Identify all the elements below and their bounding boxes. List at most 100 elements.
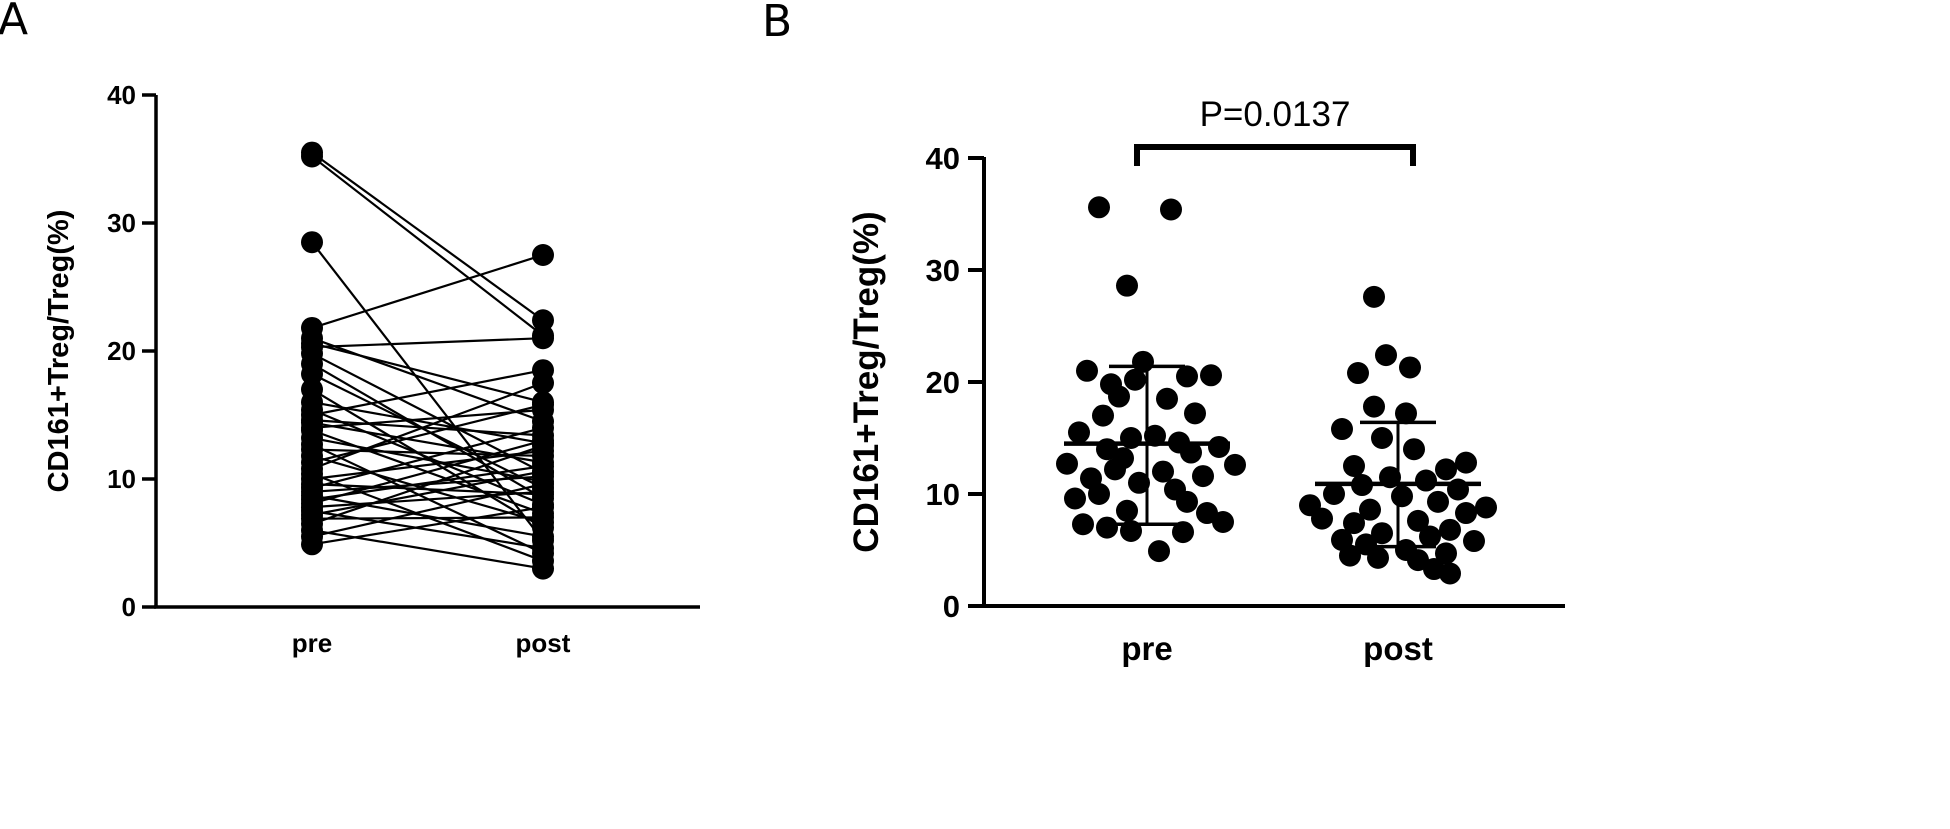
panel-a-point-pre	[301, 533, 323, 556]
panel-b-point-pre	[1124, 368, 1146, 391]
panel-a-pair-line	[311, 506, 544, 546]
panel-a-pair-line	[311, 369, 544, 417]
panel-a-pair-line	[311, 509, 544, 550]
panel-b-point-pre	[1200, 364, 1222, 387]
panel-a-pair-line	[311, 403, 544, 464]
panel-b-point-post	[1439, 562, 1461, 585]
panel-a-pair-line	[311, 408, 544, 429]
panel-a-point-post	[532, 473, 554, 496]
panel-b-point-pre	[1176, 490, 1198, 513]
panel-a-point-pre	[301, 145, 323, 168]
panel-b-point-post	[1419, 525, 1441, 548]
panel-a-y-ticks: 0 10 20 30 40	[107, 80, 156, 622]
panel-b-mean-sd-bars	[1064, 364, 1481, 549]
panel-b-point-post	[1435, 542, 1457, 565]
panel-b-point-post	[1455, 451, 1477, 474]
panel-b-y-tick-label: 20	[926, 365, 960, 400]
panel-a-y-tick-label: 40	[107, 80, 136, 110]
panel-b-point-pre	[1180, 441, 1202, 464]
panel-a-pair-line	[311, 483, 544, 538]
panel-b-point-pre	[1148, 540, 1170, 563]
panel-a-pair-line	[311, 444, 544, 525]
panel-b-point-pre	[1156, 387, 1178, 410]
panel-a-pair-line	[311, 419, 544, 437]
panel-b-point-post	[1343, 455, 1365, 477]
panel-b-point-pre	[1192, 465, 1214, 488]
panel-a-pair-line	[311, 401, 544, 445]
panel-b-point-pre	[1172, 521, 1194, 544]
panel-b-point-post	[1415, 469, 1437, 492]
panel-b-point-pre	[1064, 487, 1086, 510]
panel-b-point-pre	[1104, 458, 1126, 481]
panel-a-point-pre	[301, 363, 323, 386]
panel-a-x-tick-pre: pre	[292, 628, 332, 658]
panel-b-point-post	[1343, 512, 1365, 535]
panel-a-pair-line	[311, 490, 544, 509]
panel-b-point-pre	[1196, 502, 1218, 525]
panel-b-point-post	[1367, 546, 1389, 569]
panel-a-y-tick-label: 0	[122, 592, 136, 622]
panel-a: A 0 10 20 30 40 pre post CD161+Treg/Treg(%)	[0, 0, 700, 658]
panel-a-letter: A	[0, 0, 28, 45]
panel-a-point-pre	[301, 231, 323, 254]
panel-b-point-post	[1455, 502, 1477, 525]
panel-b-y-tick-label: 10	[926, 477, 960, 512]
panel-b-point-pre	[1176, 365, 1198, 388]
panel-b-point-post	[1427, 490, 1449, 513]
panel-b-point-post	[1475, 496, 1497, 519]
panel-b-points	[1056, 196, 1497, 585]
panel-b: B 0 10 20 30 40 P=0.0137 pre post CD161+Treg…	[762, 0, 1565, 667]
panel-a-pair-line	[311, 439, 544, 505]
panel-b-point-pre	[1144, 424, 1166, 447]
panel-b-point-post	[1323, 483, 1345, 505]
panel-a-pair-line	[311, 241, 544, 542]
panel-a-pair-line	[311, 494, 544, 538]
panel-b-y-tick-label: 0	[943, 589, 960, 624]
panel-b-point-pre	[1116, 274, 1138, 297]
panel-b-point-pre	[1096, 516, 1118, 539]
panel-a-pair-line	[311, 449, 544, 481]
panel-a-point-post	[532, 537, 554, 560]
panel-a-point-post	[532, 496, 554, 519]
panel-b-point-post	[1363, 395, 1385, 418]
panel-a-y-axis-label: CD161+Treg/Treg(%)	[43, 210, 75, 493]
panel-b-point-post	[1347, 362, 1369, 385]
panel-b-point-post	[1371, 522, 1393, 545]
panel-b-point-post	[1403, 438, 1425, 461]
panel-a-pair-line	[311, 253, 544, 330]
panel-a-point-post	[532, 557, 554, 580]
panel-b-point-pre	[1092, 404, 1114, 427]
panel-b-point-post	[1371, 427, 1393, 449]
panel-b-point-pre	[1068, 421, 1090, 444]
panel-a-point-post	[532, 244, 554, 266]
panel-b-y-tick-label: 30	[926, 253, 960, 288]
panel-a-pair-line	[311, 155, 544, 337]
panel-a-pair-line	[311, 151, 544, 322]
panel-b-point-pre	[1088, 196, 1110, 219]
panel-a-points	[301, 141, 554, 580]
panel-a-y-tick-label: 10	[107, 464, 136, 494]
panel-b-y-tick-label: 40	[926, 141, 960, 176]
panel-b-point-pre	[1128, 471, 1150, 494]
panel-b-letter: B	[762, 0, 792, 47]
panel-b-point-pre	[1184, 402, 1206, 425]
panel-b-point-pre	[1208, 435, 1230, 458]
panel-a-pair-line	[311, 381, 544, 470]
panel-a-pair-line	[311, 426, 544, 490]
panel-b-point-pre	[1212, 511, 1234, 533]
panel-b-point-pre	[1088, 483, 1110, 505]
panel-b-x-tick-post: post	[1363, 630, 1433, 667]
panel-b-point-post	[1463, 530, 1485, 553]
panel-b-point-post	[1399, 356, 1421, 379]
panel-b-point-post	[1439, 518, 1461, 541]
panel-b-significance-bracket	[1134, 144, 1416, 166]
panel-a-pair-line	[311, 352, 544, 474]
panel-b-point-post	[1407, 509, 1429, 532]
panel-a-y-tick-label: 20	[107, 336, 136, 366]
panel-b-point-pre	[1224, 453, 1246, 476]
panel-a-pair-line	[311, 373, 544, 489]
panel-b-point-pre	[1076, 359, 1098, 382]
panel-a-x-tick-post: post	[516, 628, 571, 658]
panel-b-point-post	[1339, 544, 1361, 567]
